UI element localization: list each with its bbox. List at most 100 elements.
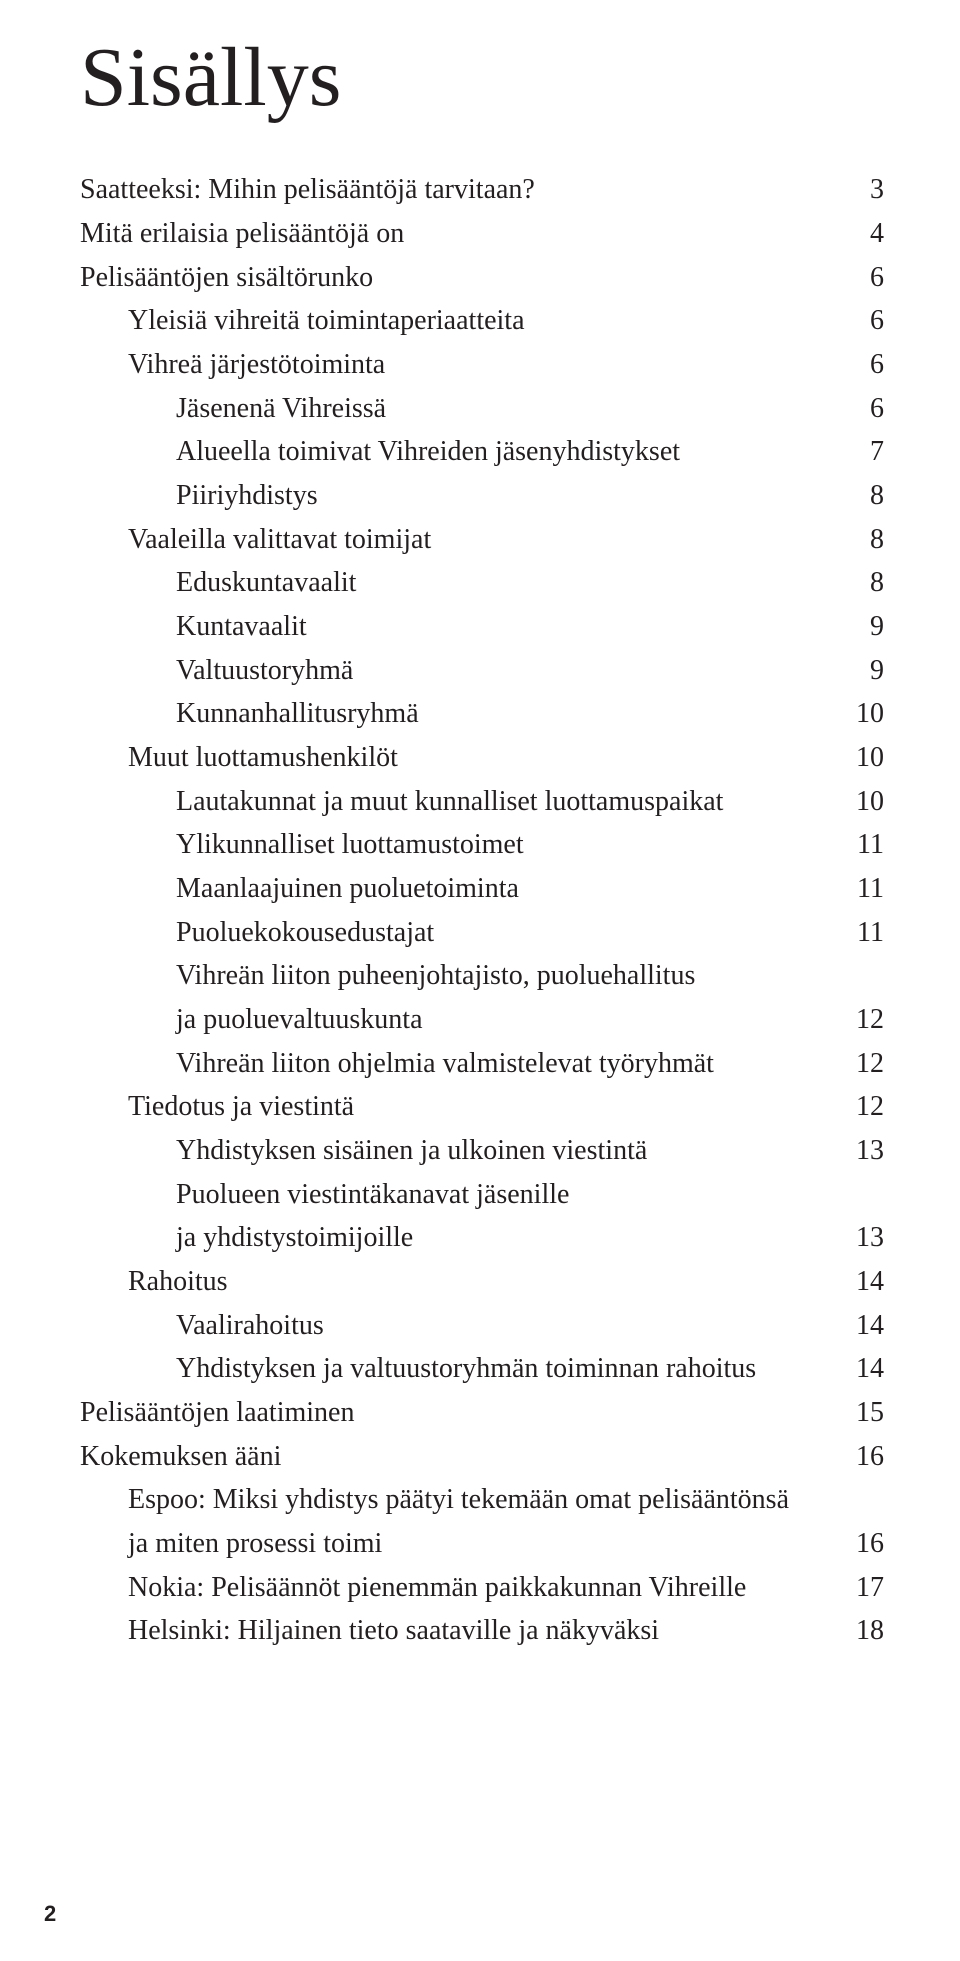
- toc-page: 11: [824, 823, 884, 867]
- toc-label: Valtuustoryhmä: [80, 649, 824, 693]
- toc-row: Rahoitus14: [80, 1260, 884, 1304]
- page-number: 2: [44, 1901, 56, 1927]
- toc-page: 10: [824, 780, 884, 824]
- toc-label: Lautakunnat ja muut kunnalliset luottamu…: [80, 780, 824, 824]
- toc-row: Yhdistyksen ja valtuustoryhmän toiminnan…: [80, 1347, 884, 1391]
- toc-row: Tiedotus ja viestintä12: [80, 1085, 884, 1129]
- toc-page: 3: [824, 168, 884, 212]
- toc-row: Vaalirahoitus14: [80, 1304, 884, 1348]
- toc-row: Kokemuksen ääni16: [80, 1435, 884, 1479]
- toc-row: Vihreän liiton ohjelmia valmistelevat ty…: [80, 1042, 884, 1086]
- toc-row: Saatteeksi: Mihin pelisääntöjä tarvitaan…: [80, 168, 884, 212]
- toc-label: ja yhdistystoimijoille: [80, 1216, 824, 1260]
- toc-label: Piiriyhdistys: [80, 474, 824, 518]
- page: Sisällys Saatteeksi: Mihin pelisääntöjä …: [0, 0, 960, 1961]
- toc-label: Kunnanhallitusryhmä: [80, 692, 824, 736]
- toc-label: Maanlaajuinen puoluetoiminta: [80, 867, 824, 911]
- toc-row: Jäsenenä Vihreissä6: [80, 387, 884, 431]
- toc-row: Valtuustoryhmä9: [80, 649, 884, 693]
- toc-page: 7: [824, 430, 884, 474]
- toc-label: Yhdistyksen sisäinen ja ulkoinen viestin…: [80, 1129, 824, 1173]
- toc-label: Vihreä järjestötoiminta: [80, 343, 824, 387]
- toc-page: 6: [824, 387, 884, 431]
- toc-row: Alueella toimivat Vihreiden jäsenyhdisty…: [80, 430, 884, 474]
- toc-label: Vaaleilla valittavat toimijat: [80, 518, 824, 562]
- toc-row: Yhdistyksen sisäinen ja ulkoinen viestin…: [80, 1129, 884, 1173]
- toc-label: Muut luottamushenkilöt: [80, 736, 824, 780]
- toc-row: Kunnanhallitusryhmä10: [80, 692, 884, 736]
- toc-page: 13: [824, 1129, 884, 1173]
- toc-page: 11: [824, 911, 884, 955]
- toc-label: Pelisääntöjen sisältörunko: [80, 256, 824, 300]
- toc-row: Espoo: Miksi yhdistys päätyi tekemään om…: [80, 1478, 884, 1522]
- toc-page: 6: [824, 256, 884, 300]
- toc-page: 6: [824, 299, 884, 343]
- toc-page: 13: [824, 1216, 884, 1260]
- toc-page: 9: [824, 649, 884, 693]
- toc-label: ja puoluevaltuuskunta: [80, 998, 824, 1042]
- toc-label: ja miten prosessi toimi: [80, 1522, 824, 1566]
- toc-label: Alueella toimivat Vihreiden jäsenyhdisty…: [80, 430, 824, 474]
- toc-row: Vihreän liiton puheenjohtajisto, puolueh…: [80, 954, 884, 998]
- toc-row: Puolueen viestintäkanavat jäsenille: [80, 1173, 884, 1217]
- toc-page: 8: [824, 518, 884, 562]
- toc-label: Puolueen viestintäkanavat jäsenille: [80, 1173, 824, 1217]
- toc-row: Vaaleilla valittavat toimijat8: [80, 518, 884, 562]
- toc-page: 12: [824, 1085, 884, 1129]
- toc-row: Ylikunnalliset luottamustoimet11: [80, 823, 884, 867]
- toc-page: 15: [824, 1391, 884, 1435]
- toc-label: Kokemuksen ääni: [80, 1435, 824, 1479]
- toc-row: Vihreä järjestötoiminta6: [80, 343, 884, 387]
- toc-label: Espoo: Miksi yhdistys päätyi tekemään om…: [80, 1478, 824, 1522]
- toc-label: Nokia: Pelisäännöt pienemmän paikkakunna…: [80, 1566, 824, 1610]
- toc-page: 8: [824, 561, 884, 605]
- toc-label: Yhdistyksen ja valtuustoryhmän toiminnan…: [80, 1347, 824, 1391]
- toc-label: Mitä erilaisia pelisääntöjä on: [80, 212, 824, 256]
- toc-page: 12: [824, 998, 884, 1042]
- toc-page: 14: [824, 1260, 884, 1304]
- toc-row: ja miten prosessi toimi16: [80, 1522, 884, 1566]
- toc-label: Kuntavaalit: [80, 605, 824, 649]
- toc-row: Eduskuntavaalit8: [80, 561, 884, 605]
- toc-page: 14: [824, 1347, 884, 1391]
- toc-page: 10: [824, 736, 884, 780]
- page-title: Sisällys: [80, 34, 884, 122]
- toc-label: Eduskuntavaalit: [80, 561, 824, 605]
- toc-page: 9: [824, 605, 884, 649]
- table-of-contents: Saatteeksi: Mihin pelisääntöjä tarvitaan…: [80, 168, 884, 1653]
- toc-row: ja yhdistystoimijoille13: [80, 1216, 884, 1260]
- toc-row: Puoluekokousedustajat11: [80, 911, 884, 955]
- toc-page: 11: [824, 867, 884, 911]
- toc-page: 10: [824, 692, 884, 736]
- toc-row: Nokia: Pelisäännöt pienemmän paikkakunna…: [80, 1566, 884, 1610]
- toc-row: Kuntavaalit9: [80, 605, 884, 649]
- toc-row: Helsinki: Hiljainen tieto saataville ja …: [80, 1609, 884, 1653]
- toc-row: Lautakunnat ja muut kunnalliset luottamu…: [80, 780, 884, 824]
- toc-label: Vihreän liiton ohjelmia valmistelevat ty…: [80, 1042, 824, 1086]
- toc-label: Vaalirahoitus: [80, 1304, 824, 1348]
- toc-page: 8: [824, 474, 884, 518]
- toc-row: Mitä erilaisia pelisääntöjä on4: [80, 212, 884, 256]
- toc-page: 16: [824, 1435, 884, 1479]
- toc-row: Yleisiä vihreitä toimintaperiaatteita6: [80, 299, 884, 343]
- toc-page: 14: [824, 1304, 884, 1348]
- toc-row: Pelisääntöjen laatiminen15: [80, 1391, 884, 1435]
- toc-row: Maanlaajuinen puoluetoiminta11: [80, 867, 884, 911]
- toc-label: Puoluekokousedustajat: [80, 911, 824, 955]
- toc-label: Saatteeksi: Mihin pelisääntöjä tarvitaan…: [80, 168, 824, 212]
- toc-label: Vihreän liiton puheenjohtajisto, puolueh…: [80, 954, 824, 998]
- toc-row: Piiriyhdistys8: [80, 474, 884, 518]
- toc-label: Rahoitus: [80, 1260, 824, 1304]
- toc-row: Pelisääntöjen sisältörunko6: [80, 256, 884, 300]
- toc-label: Helsinki: Hiljainen tieto saataville ja …: [80, 1609, 824, 1653]
- toc-label: Yleisiä vihreitä toimintaperiaatteita: [80, 299, 824, 343]
- toc-page: 6: [824, 343, 884, 387]
- toc-page: 17: [824, 1566, 884, 1610]
- toc-label: Ylikunnalliset luottamustoimet: [80, 823, 824, 867]
- toc-page: 4: [824, 212, 884, 256]
- toc-label: Pelisääntöjen laatiminen: [80, 1391, 824, 1435]
- toc-label: Tiedotus ja viestintä: [80, 1085, 824, 1129]
- toc-page: 12: [824, 1042, 884, 1086]
- toc-page: 16: [824, 1522, 884, 1566]
- toc-row: Muut luottamushenkilöt10: [80, 736, 884, 780]
